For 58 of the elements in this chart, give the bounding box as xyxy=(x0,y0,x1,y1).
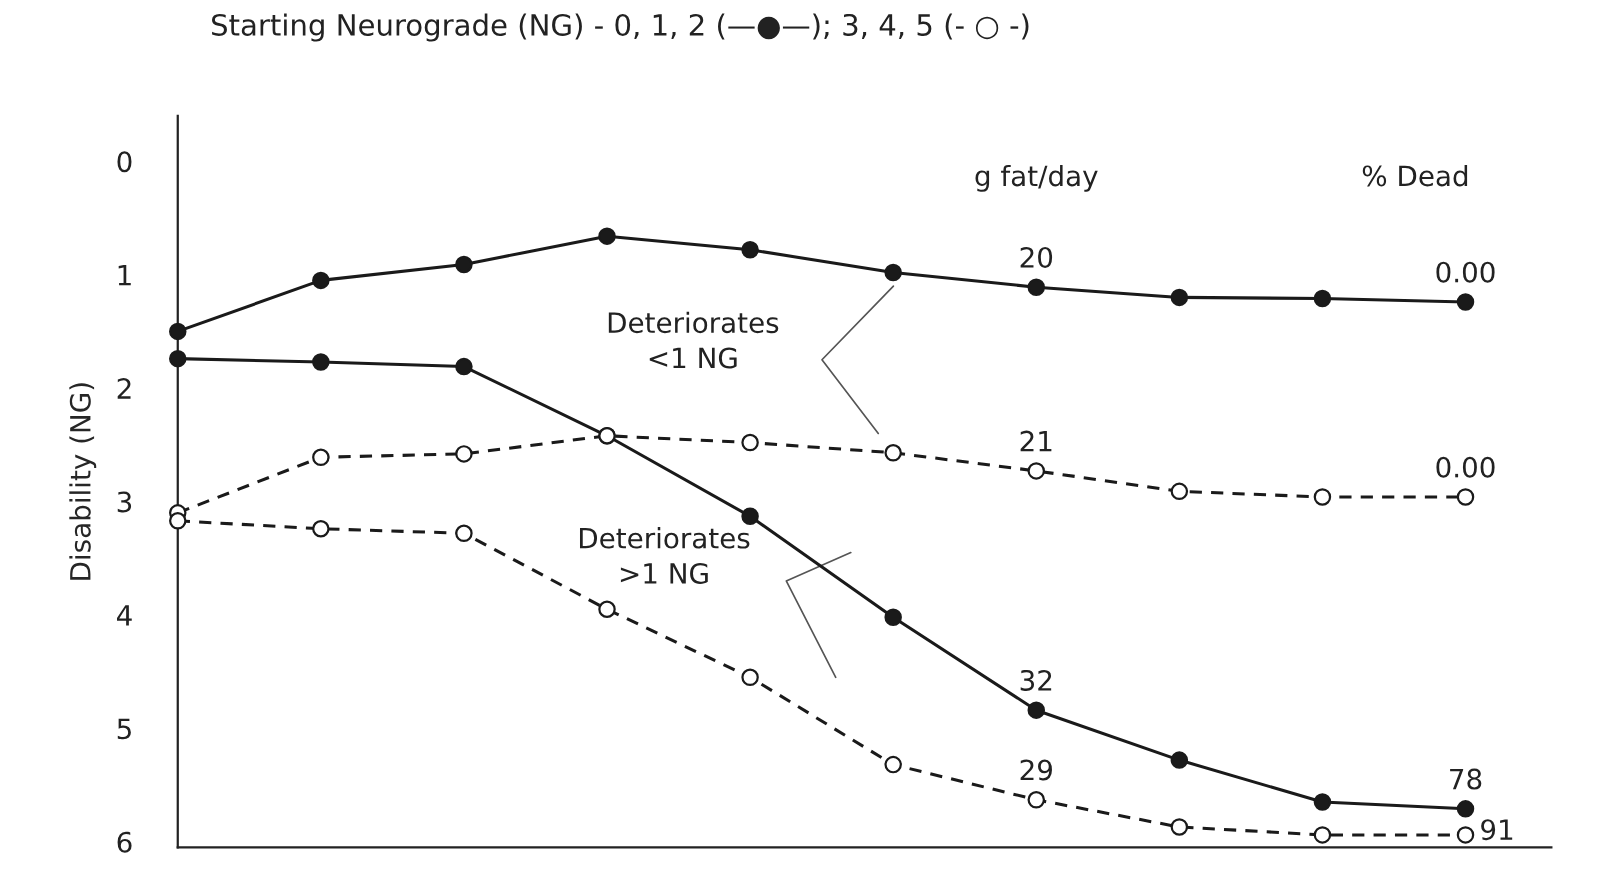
y-tick-label: 0 xyxy=(117,151,132,173)
y-tick-label: 2 xyxy=(117,378,131,399)
annotation: g fat/day xyxy=(975,164,1098,192)
annotation: % Dead xyxy=(1362,164,1468,187)
point xyxy=(1313,826,1332,844)
annotation: 32 xyxy=(1020,669,1052,691)
point xyxy=(741,668,759,687)
point xyxy=(1313,289,1332,308)
point xyxy=(741,241,759,259)
point xyxy=(312,519,330,538)
point xyxy=(884,755,902,774)
point xyxy=(455,255,473,274)
point xyxy=(1170,818,1189,836)
point xyxy=(741,507,759,526)
point xyxy=(312,353,330,371)
point xyxy=(884,608,902,626)
point xyxy=(1456,293,1475,311)
point xyxy=(1170,482,1189,501)
y-tick-label: 4 xyxy=(117,605,132,626)
point xyxy=(455,524,473,543)
point xyxy=(1456,488,1475,506)
point xyxy=(884,444,902,462)
point xyxy=(1456,826,1475,844)
chart-title: Starting Neurograde (NG) - 0, 1, 2 (—●—); 3, 4, 5 (- ○ -) xyxy=(212,13,1029,42)
point xyxy=(1456,800,1475,818)
annotation: Deteriorates >1 NG xyxy=(580,527,750,584)
point xyxy=(884,263,902,282)
y-tick-label: 6 xyxy=(117,831,132,853)
point xyxy=(1170,288,1189,307)
annotation: 78 xyxy=(1450,768,1482,790)
point xyxy=(312,271,330,290)
annotation: 0.00 xyxy=(1436,261,1495,283)
annotation: 20 xyxy=(1020,246,1053,268)
point xyxy=(598,600,616,619)
point xyxy=(1027,462,1046,480)
point xyxy=(598,227,616,245)
point xyxy=(1170,751,1189,769)
annotation: 29 xyxy=(1020,759,1052,781)
y-tick-label: 3 xyxy=(117,491,132,513)
y-tick-label: 1 xyxy=(118,265,131,286)
y-tick-label: 5 xyxy=(117,718,131,740)
point xyxy=(1313,793,1332,811)
annotation: 21 xyxy=(1020,430,1052,452)
point xyxy=(741,433,759,452)
point xyxy=(169,349,187,368)
point xyxy=(455,445,473,463)
annotation: 0.00 xyxy=(1436,456,1495,478)
point xyxy=(1313,488,1332,506)
point xyxy=(1027,791,1046,809)
point xyxy=(169,512,187,530)
annotation: 91 xyxy=(1481,819,1513,841)
point xyxy=(1027,701,1046,719)
point xyxy=(1027,278,1046,296)
point xyxy=(455,357,473,376)
y-axis-title: Disability (NG) xyxy=(69,383,97,580)
point xyxy=(312,448,330,467)
annotation: Deteriorates <1 NG xyxy=(608,311,779,369)
point xyxy=(169,322,187,341)
